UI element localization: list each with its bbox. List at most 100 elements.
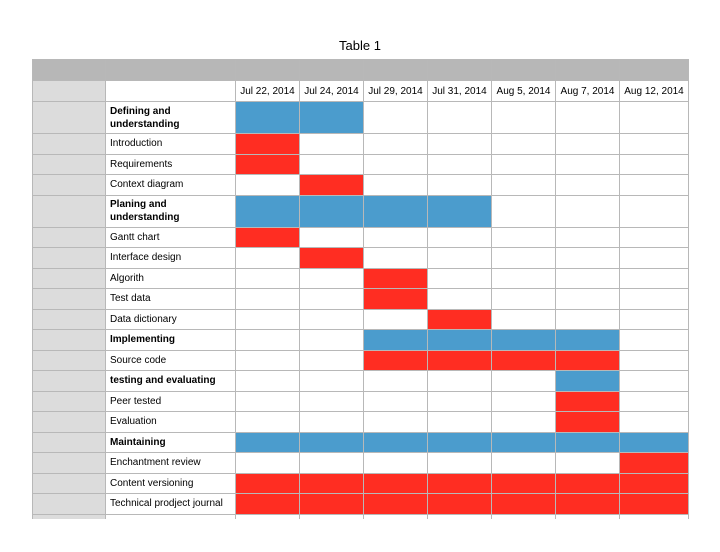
timeline-cell[interactable] bbox=[619, 411, 689, 433]
task-bar-cell[interactable] bbox=[427, 493, 492, 515]
phase-label[interactable]: Defining and understanding bbox=[105, 101, 236, 134]
task-label[interactable]: Introduction bbox=[105, 133, 236, 155]
timeline-cell[interactable] bbox=[619, 226, 689, 248]
task-label[interactable]: Requirements bbox=[105, 153, 236, 175]
timeline-cell[interactable] bbox=[555, 133, 620, 155]
task-bar-cell[interactable] bbox=[619, 452, 689, 474]
row-header-cell[interactable] bbox=[32, 153, 106, 175]
task-bar-cell[interactable] bbox=[555, 349, 620, 371]
timeline-cell[interactable] bbox=[555, 452, 620, 474]
task-bar-cell[interactable] bbox=[235, 472, 300, 494]
task-label[interactable]: Context diagram bbox=[105, 174, 236, 196]
timeline-cell[interactable] bbox=[235, 370, 300, 392]
task-bar-cell[interactable] bbox=[491, 472, 556, 494]
timeline-cell[interactable] bbox=[491, 411, 556, 433]
timeline-cell[interactable] bbox=[363, 174, 428, 196]
timeline-cell[interactable] bbox=[363, 153, 428, 175]
row-header-cell[interactable] bbox=[32, 411, 106, 433]
phase-label[interactable]: testing and evaluating bbox=[105, 370, 236, 392]
timeline-cell[interactable] bbox=[555, 247, 620, 269]
timeline-cell[interactable] bbox=[491, 153, 556, 175]
header-label-cell[interactable] bbox=[105, 80, 236, 102]
task-bar-cell[interactable] bbox=[363, 349, 428, 371]
date-header-cell[interactable]: Jul 24, 2014 bbox=[299, 80, 364, 102]
timeline-cell[interactable] bbox=[299, 267, 364, 289]
timeline-cell[interactable] bbox=[363, 133, 428, 155]
timeline-cell[interactable] bbox=[299, 153, 364, 175]
task-bar-cell[interactable] bbox=[235, 133, 300, 155]
task-bar-cell[interactable] bbox=[491, 349, 556, 371]
timeline-cell[interactable] bbox=[427, 153, 492, 175]
timeline-cell[interactable] bbox=[299, 390, 364, 412]
task-label[interactable]: Peer tested bbox=[105, 390, 236, 412]
task-bar-cell[interactable] bbox=[555, 493, 620, 515]
task-bar-cell[interactable] bbox=[427, 349, 492, 371]
task-label[interactable]: Technical prodject journal bbox=[105, 493, 236, 515]
timeline-cell[interactable] bbox=[235, 308, 300, 330]
timeline-cell[interactable] bbox=[299, 288, 364, 310]
phase-bar-cell[interactable] bbox=[491, 329, 556, 351]
row-header-cell[interactable] bbox=[32, 329, 106, 351]
date-header-cell[interactable]: Aug 12, 2014 bbox=[619, 80, 689, 102]
phase-bar-cell[interactable] bbox=[491, 431, 556, 453]
task-label[interactable]: Test data bbox=[105, 288, 236, 310]
timeline-cell[interactable] bbox=[427, 226, 492, 248]
row-header-cell[interactable] bbox=[32, 267, 106, 289]
date-header-cell[interactable]: Jul 29, 2014 bbox=[363, 80, 428, 102]
timeline-cell[interactable] bbox=[619, 133, 689, 155]
row-header-cell[interactable] bbox=[32, 493, 106, 515]
timeline-cell[interactable] bbox=[299, 133, 364, 155]
phase-bar-cell[interactable] bbox=[555, 370, 620, 392]
phase-bar-cell[interactable] bbox=[363, 329, 428, 351]
phase-bar-cell[interactable] bbox=[619, 431, 689, 453]
phase-bar-cell[interactable] bbox=[427, 431, 492, 453]
phase-bar-cell[interactable] bbox=[427, 329, 492, 351]
task-label[interactable]: Algorith bbox=[105, 267, 236, 289]
timeline-cell[interactable] bbox=[299, 308, 364, 330]
timeline-cell[interactable] bbox=[555, 308, 620, 330]
task-label[interactable]: Data dictionary bbox=[105, 308, 236, 330]
timeline-cell[interactable] bbox=[491, 247, 556, 269]
timeline-cell[interactable] bbox=[619, 267, 689, 289]
task-bar-cell[interactable] bbox=[427, 472, 492, 494]
task-bar-cell[interactable] bbox=[619, 493, 689, 515]
row-header-cell[interactable] bbox=[32, 101, 106, 134]
timeline-cell[interactable] bbox=[619, 101, 689, 134]
date-header-cell[interactable]: Jul 22, 2014 bbox=[235, 80, 300, 102]
task-bar-cell[interactable] bbox=[491, 493, 556, 515]
timeline-cell[interactable] bbox=[363, 370, 428, 392]
timeline-cell[interactable] bbox=[363, 247, 428, 269]
timeline-cell[interactable] bbox=[491, 267, 556, 289]
timeline-cell[interactable] bbox=[619, 247, 689, 269]
task-bar-cell[interactable] bbox=[363, 493, 428, 515]
timeline-cell[interactable] bbox=[363, 411, 428, 433]
task-bar-cell[interactable] bbox=[363, 472, 428, 494]
phase-bar-cell[interactable] bbox=[299, 101, 364, 134]
timeline-cell[interactable] bbox=[427, 174, 492, 196]
phase-label[interactable]: Implementing bbox=[105, 329, 236, 351]
timeline-cell[interactable] bbox=[619, 308, 689, 330]
timeline-cell[interactable] bbox=[427, 133, 492, 155]
task-bar-cell[interactable] bbox=[555, 411, 620, 433]
timeline-cell[interactable] bbox=[555, 194, 620, 228]
timeline-cell[interactable] bbox=[427, 267, 492, 289]
phase-bar-cell[interactable] bbox=[235, 101, 300, 134]
timeline-cell[interactable] bbox=[491, 370, 556, 392]
timeline-cell[interactable] bbox=[491, 308, 556, 330]
timeline-cell[interactable] bbox=[555, 153, 620, 175]
task-bar-cell[interactable] bbox=[299, 174, 364, 196]
row-header-cell[interactable] bbox=[32, 80, 106, 102]
row-header-cell[interactable] bbox=[32, 133, 106, 155]
timeline-cell[interactable] bbox=[619, 329, 689, 351]
task-label[interactable]: Source code bbox=[105, 349, 236, 371]
phase-bar-cell[interactable] bbox=[555, 329, 620, 351]
timeline-cell[interactable] bbox=[491, 194, 556, 228]
row-header-cell[interactable] bbox=[32, 472, 106, 494]
timeline-cell[interactable] bbox=[235, 329, 300, 351]
row-header-cell[interactable] bbox=[32, 308, 106, 330]
timeline-cell[interactable] bbox=[491, 133, 556, 155]
timeline-cell[interactable] bbox=[619, 288, 689, 310]
row-header-cell[interactable] bbox=[32, 226, 106, 248]
phase-label[interactable]: Planing and understanding bbox=[105, 194, 236, 228]
task-label[interactable]: Enchantment review bbox=[105, 452, 236, 474]
